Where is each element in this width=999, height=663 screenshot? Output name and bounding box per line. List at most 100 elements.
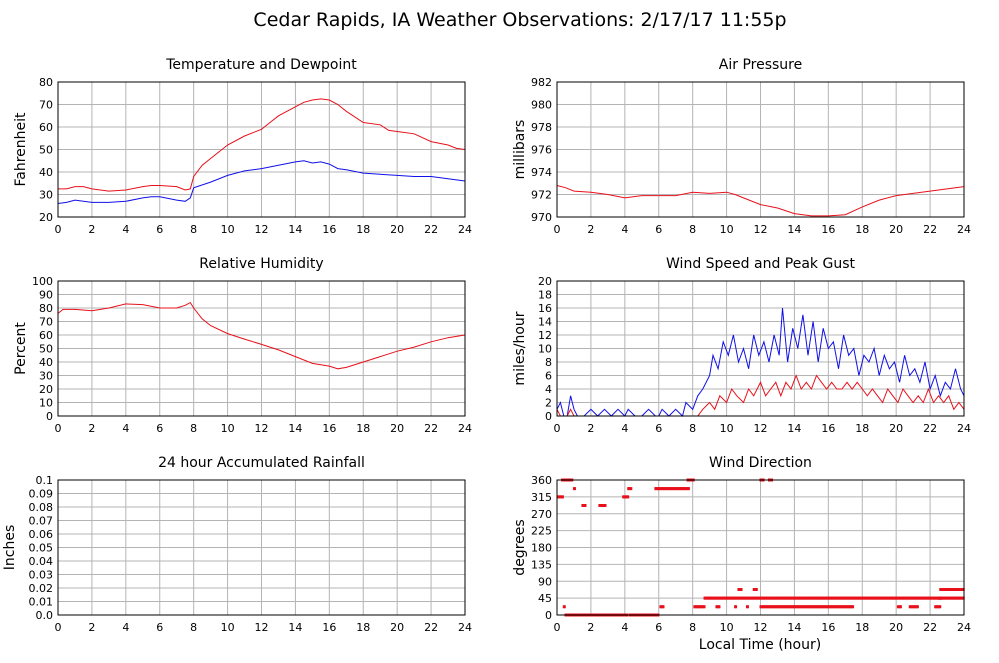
direction-point: [856, 596, 859, 600]
direction-point: [899, 605, 902, 609]
direction-point: [780, 596, 783, 600]
chart-title: Wind Speed and Peak Gust: [666, 256, 855, 272]
direction-point: [769, 596, 772, 600]
y-tick-label: 0.09: [29, 488, 54, 501]
x-tick-label: 12: [754, 223, 768, 236]
direction-point: [839, 596, 842, 600]
direction-point: [711, 596, 714, 600]
direction-point: [679, 487, 682, 491]
direction-point: [800, 605, 803, 609]
direction-point: [797, 605, 800, 609]
direction-point: [820, 596, 823, 600]
direction-point: [598, 504, 601, 507]
direction-point: [735, 605, 738, 609]
direction-point: [937, 605, 940, 609]
direction-point: [763, 605, 766, 609]
direction-point: [910, 596, 913, 600]
direction-point: [628, 487, 631, 491]
x-tick-label: 18: [356, 621, 370, 634]
direction-point: [932, 596, 935, 600]
direction-point: [772, 596, 775, 600]
direction-point: [703, 596, 706, 600]
y-tick-label: 180: [531, 542, 552, 555]
direction-point: [925, 596, 928, 600]
direction-point: [699, 605, 702, 609]
direction-point: [875, 596, 878, 600]
direction-point: [659, 487, 662, 491]
direction-point: [712, 596, 715, 600]
direction-point: [665, 487, 668, 491]
direction-point: [756, 596, 759, 600]
direction-point: [771, 605, 774, 609]
direction-point: [773, 596, 776, 600]
direction-point: [746, 605, 749, 609]
page-title: Cedar Rapids, IA Weather Observations: 2…: [253, 9, 786, 31]
direction-point: [941, 596, 944, 600]
direction-point: [939, 588, 942, 591]
y-tick-label: 315: [531, 491, 552, 504]
x-tick-label: 18: [855, 223, 869, 236]
direction-point: [908, 605, 911, 609]
direction-point: [625, 495, 628, 499]
x-tick-label: 18: [356, 422, 370, 435]
y-tick-label: 0.0: [36, 609, 54, 622]
direction-point: [701, 605, 704, 609]
direction-point: [931, 596, 934, 600]
direction-point: [911, 596, 914, 600]
x-tick-label: 6: [156, 621, 163, 634]
direction-point: [654, 487, 657, 491]
direction-point: [704, 596, 707, 600]
direction-point: [852, 605, 855, 609]
direction-point: [935, 596, 938, 600]
x-tick-label: 18: [356, 223, 370, 236]
direction-point: [918, 596, 921, 600]
direction-point: [826, 605, 829, 609]
direction-point: [956, 588, 959, 591]
direction-point: [934, 596, 937, 600]
direction-point: [752, 588, 755, 591]
series-line-blue: [57, 160, 466, 204]
x-tick-label: 16: [821, 223, 835, 236]
x-tick-label: 14: [288, 422, 302, 435]
direction-point: [726, 596, 729, 600]
direction-point: [760, 596, 763, 600]
direction-point: [944, 588, 947, 591]
x-tick-label: 20: [390, 223, 404, 236]
direction-point: [810, 605, 813, 609]
direction-point: [662, 487, 665, 491]
plot-frame: [556, 280, 965, 417]
direction-point: [827, 596, 830, 600]
x-tick-label: 20: [889, 621, 903, 634]
direction-point: [876, 596, 879, 600]
direction-point: [956, 596, 959, 600]
direction-point: [660, 605, 663, 609]
direction-point: [626, 495, 629, 499]
direction-point: [891, 596, 894, 600]
direction-point: [936, 596, 939, 600]
x-tick-label: 2: [88, 422, 95, 435]
y-tick-label: 70: [39, 99, 53, 112]
direction-point: [562, 605, 565, 609]
direction-point: [724, 596, 727, 600]
direction-point: [763, 596, 766, 600]
x-tick-label: 0: [55, 621, 62, 634]
direction-point: [854, 596, 857, 600]
direction-point: [793, 596, 796, 600]
direction-point: [935, 605, 938, 609]
y-tick-label: 270: [531, 508, 552, 521]
direction-point: [623, 495, 626, 499]
direction-point: [659, 605, 662, 609]
direction-point: [942, 596, 945, 600]
y-tick-label: 20: [39, 383, 53, 396]
direction-point: [761, 605, 764, 609]
y-tick-label: 30: [39, 189, 53, 202]
direction-point: [722, 596, 725, 600]
direction-point: [867, 596, 870, 600]
direction-point: [658, 487, 661, 491]
direction-point: [693, 605, 696, 609]
direction-point: [822, 605, 825, 609]
direction-point: [738, 588, 741, 591]
direction-point: [768, 596, 771, 600]
direction-point: [822, 596, 825, 600]
